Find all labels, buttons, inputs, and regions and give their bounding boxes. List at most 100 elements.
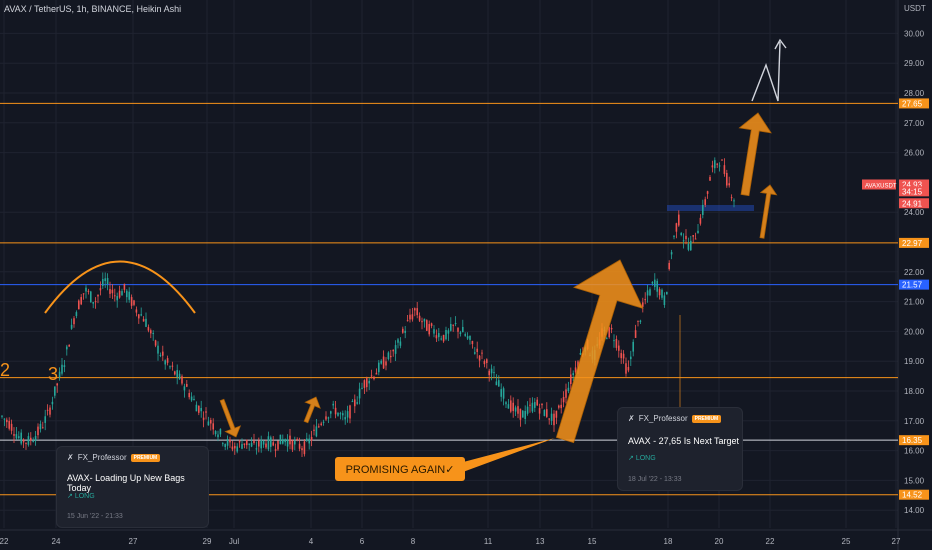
y-tick-label: 19.00 xyxy=(904,357,925,366)
candle-body xyxy=(675,223,678,232)
down-arrow xyxy=(219,398,242,438)
candle-body xyxy=(22,439,25,443)
candle-body xyxy=(37,426,39,436)
candle-body xyxy=(61,364,63,374)
price-tag-label: 24.93 xyxy=(902,180,923,189)
candle-body xyxy=(70,324,73,329)
candle-body xyxy=(726,173,728,186)
projection-path xyxy=(751,41,781,102)
candle-body xyxy=(565,389,567,398)
candle-body xyxy=(301,448,303,451)
candle-body xyxy=(128,291,130,300)
candle-body xyxy=(183,386,186,391)
candle-body xyxy=(169,366,171,368)
candle-body xyxy=(181,376,183,384)
wave-label: 3 xyxy=(48,364,58,384)
candle-body xyxy=(517,406,519,414)
candle-body xyxy=(390,355,392,358)
candle-body xyxy=(63,365,66,367)
candle-body xyxy=(435,335,438,339)
candle-body xyxy=(238,441,241,443)
candle-body xyxy=(138,314,140,319)
candle-body xyxy=(229,439,231,443)
candle-body xyxy=(718,165,721,167)
price-tag-label: 14.52 xyxy=(902,491,923,500)
candle-body xyxy=(574,367,577,373)
candles xyxy=(1,157,735,458)
candle-body xyxy=(205,411,207,413)
candle-body xyxy=(224,444,226,447)
candle-body xyxy=(481,352,483,354)
candle-body xyxy=(459,332,462,334)
candle-body xyxy=(692,235,694,237)
candle-body xyxy=(49,407,51,415)
candle-body xyxy=(58,371,61,378)
candle-body xyxy=(414,308,416,311)
candle-body xyxy=(387,352,390,360)
x-tick-label: 8 xyxy=(411,537,416,546)
x-tick-label: 22 xyxy=(0,537,9,546)
candle-body xyxy=(438,333,440,338)
candle-body xyxy=(490,368,493,374)
candle-body xyxy=(277,440,279,450)
candle-body xyxy=(368,380,370,384)
candle-body xyxy=(711,165,714,168)
candle-body xyxy=(267,436,270,450)
candle-body xyxy=(308,438,310,444)
up-arrow xyxy=(738,112,772,197)
candle-body xyxy=(322,421,325,423)
candle-body xyxy=(625,363,627,374)
candle-body xyxy=(646,290,649,296)
candle-body xyxy=(186,384,188,387)
candle-body xyxy=(279,434,282,445)
candle-body xyxy=(164,360,166,365)
candle-body xyxy=(512,402,514,411)
candle-body xyxy=(649,289,651,296)
candle-body xyxy=(639,320,642,322)
candle-body xyxy=(421,321,423,323)
y-tick-label: 30.00 xyxy=(904,29,925,38)
candle-body xyxy=(330,411,332,414)
candle-body xyxy=(66,346,68,350)
candle-body xyxy=(567,387,570,392)
idea-card[interactable]: ✗ FX_Professor PREMIUM AVAX- Loading Up … xyxy=(56,446,209,528)
candle-body xyxy=(555,410,558,418)
candle-body xyxy=(721,159,723,161)
candle-body xyxy=(375,372,378,375)
idea-title: AVAX - 27,65 Is Next Target xyxy=(628,436,740,446)
x-tick-label: 13 xyxy=(536,537,545,546)
candle-body xyxy=(618,345,620,351)
candle-body xyxy=(469,335,471,340)
candle-body xyxy=(193,398,195,400)
candle-body xyxy=(166,358,169,363)
author-icon: ✗ xyxy=(67,453,74,462)
y-tick-label: 24.00 xyxy=(904,208,925,217)
candle-body xyxy=(373,376,375,380)
idea-card[interactable]: ✗ FX_Professor PREMIUM AVAX - 27,65 Is N… xyxy=(617,407,743,491)
candle-body xyxy=(488,370,490,376)
author-icon: ✗ xyxy=(628,414,635,423)
candle-body xyxy=(385,361,387,366)
candle-body xyxy=(486,359,488,363)
candle-body xyxy=(222,443,224,445)
candle-body xyxy=(433,329,435,334)
idea-date: 18 Jul '22 - 13:33 xyxy=(628,476,682,483)
candle-body xyxy=(306,438,308,441)
candle-body xyxy=(505,402,507,405)
candle-body xyxy=(519,408,522,420)
candle-body xyxy=(291,440,294,450)
candle-body xyxy=(310,436,313,441)
candle-body xyxy=(104,278,106,282)
candle-body xyxy=(728,183,730,186)
candle-body xyxy=(20,432,22,444)
candle-body xyxy=(294,441,296,445)
candle-body xyxy=(121,291,123,296)
up-arrow xyxy=(759,184,778,239)
candle-body xyxy=(500,389,502,397)
candle-body xyxy=(75,312,78,317)
candle-body xyxy=(663,295,666,305)
candle-body xyxy=(366,378,368,388)
candle-body xyxy=(298,443,301,449)
candle-body xyxy=(723,165,726,174)
